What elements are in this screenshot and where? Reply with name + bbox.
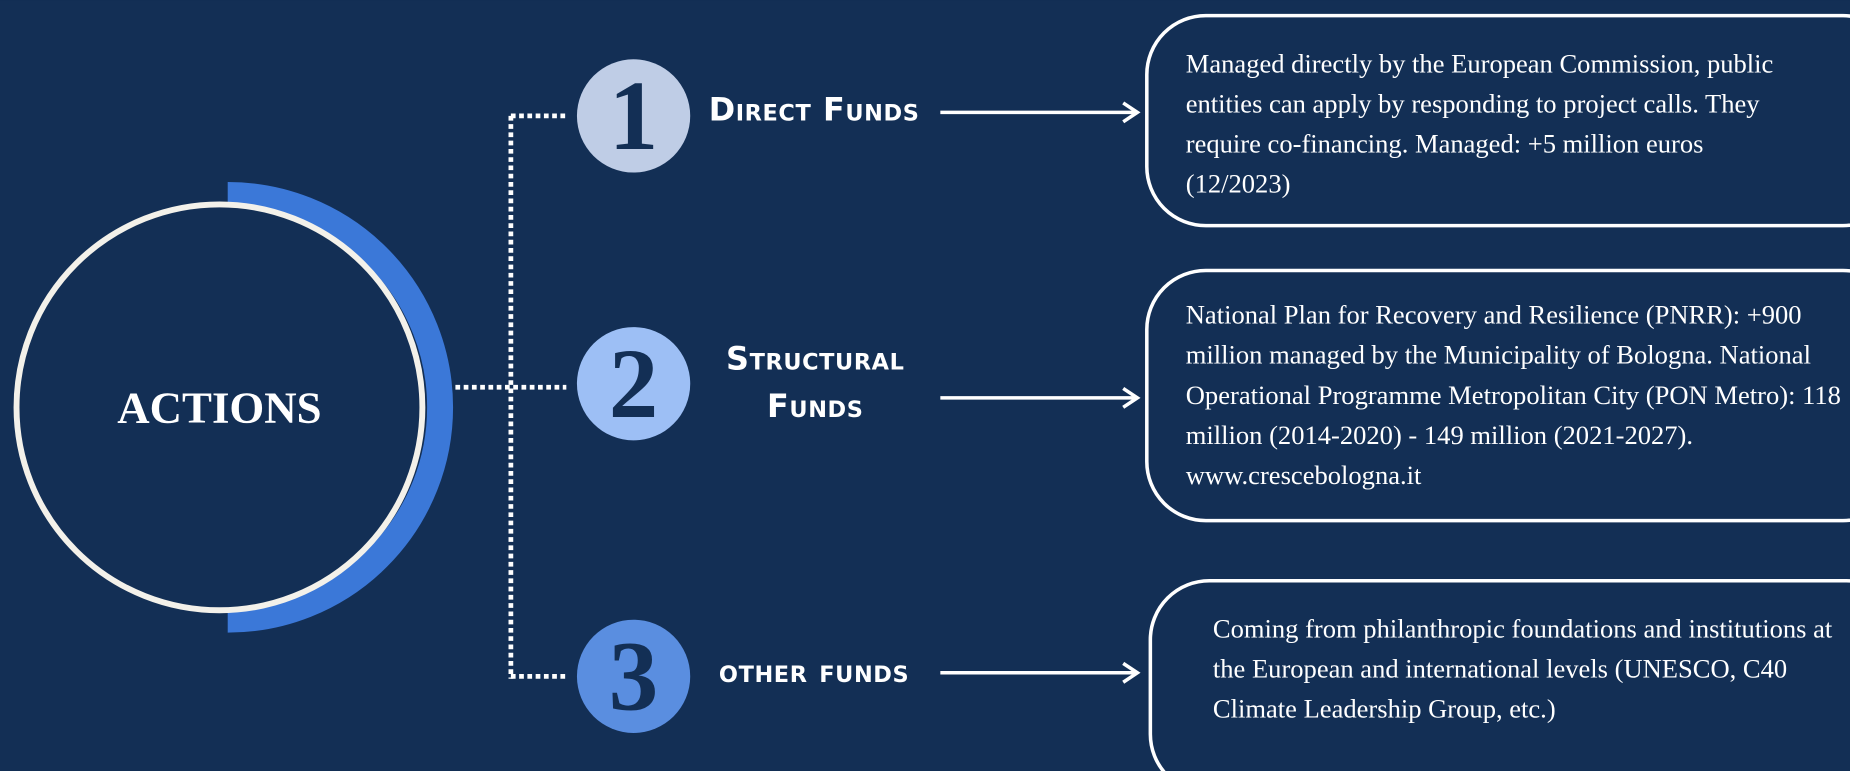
description: Coming from philanthropic foundations an…: [1212, 613, 1833, 724]
items: 1 Direct Funds Managed directly by the Eur…: [576, 13, 1850, 771]
description-box: [1145, 268, 1850, 523]
center-circle: [13, 201, 426, 614]
accent-arc: [227, 181, 453, 633]
item-label: Direct Funds: [708, 92, 920, 129]
item-label-box: Structural Funds: [726, 341, 905, 426]
number-circle: [576, 327, 691, 441]
number: 2: [609, 330, 659, 439]
center-label: ACTIONS: [117, 383, 321, 433]
description-box: Managed directly by the European Commiss…: [1185, 48, 1774, 199]
number-circle: [576, 59, 691, 173]
description-box: [1145, 13, 1850, 228]
number: 3: [609, 622, 659, 731]
item-label-box: Direct Funds: [708, 92, 920, 129]
number-circle: [576, 619, 691, 733]
arrow-head: [1122, 661, 1141, 684]
item-label: Structural Funds: [726, 341, 905, 426]
description: Managed directly by the European Commiss…: [1185, 48, 1774, 199]
description: National Plan for Recovery and Resilienc…: [1185, 299, 1841, 490]
item-label-box: other funds: [718, 653, 910, 691]
description-box: Coming from philanthropic foundations an…: [1212, 613, 1833, 724]
connectors: [455, 113, 569, 679]
item-label: other funds: [718, 653, 910, 691]
description-box: [1148, 579, 1850, 771]
number: 1: [609, 62, 659, 171]
arrow-head: [1122, 101, 1141, 124]
description-box: National Plan for Recovery and Resilienc…: [1185, 299, 1841, 490]
arrow-head: [1122, 386, 1141, 409]
